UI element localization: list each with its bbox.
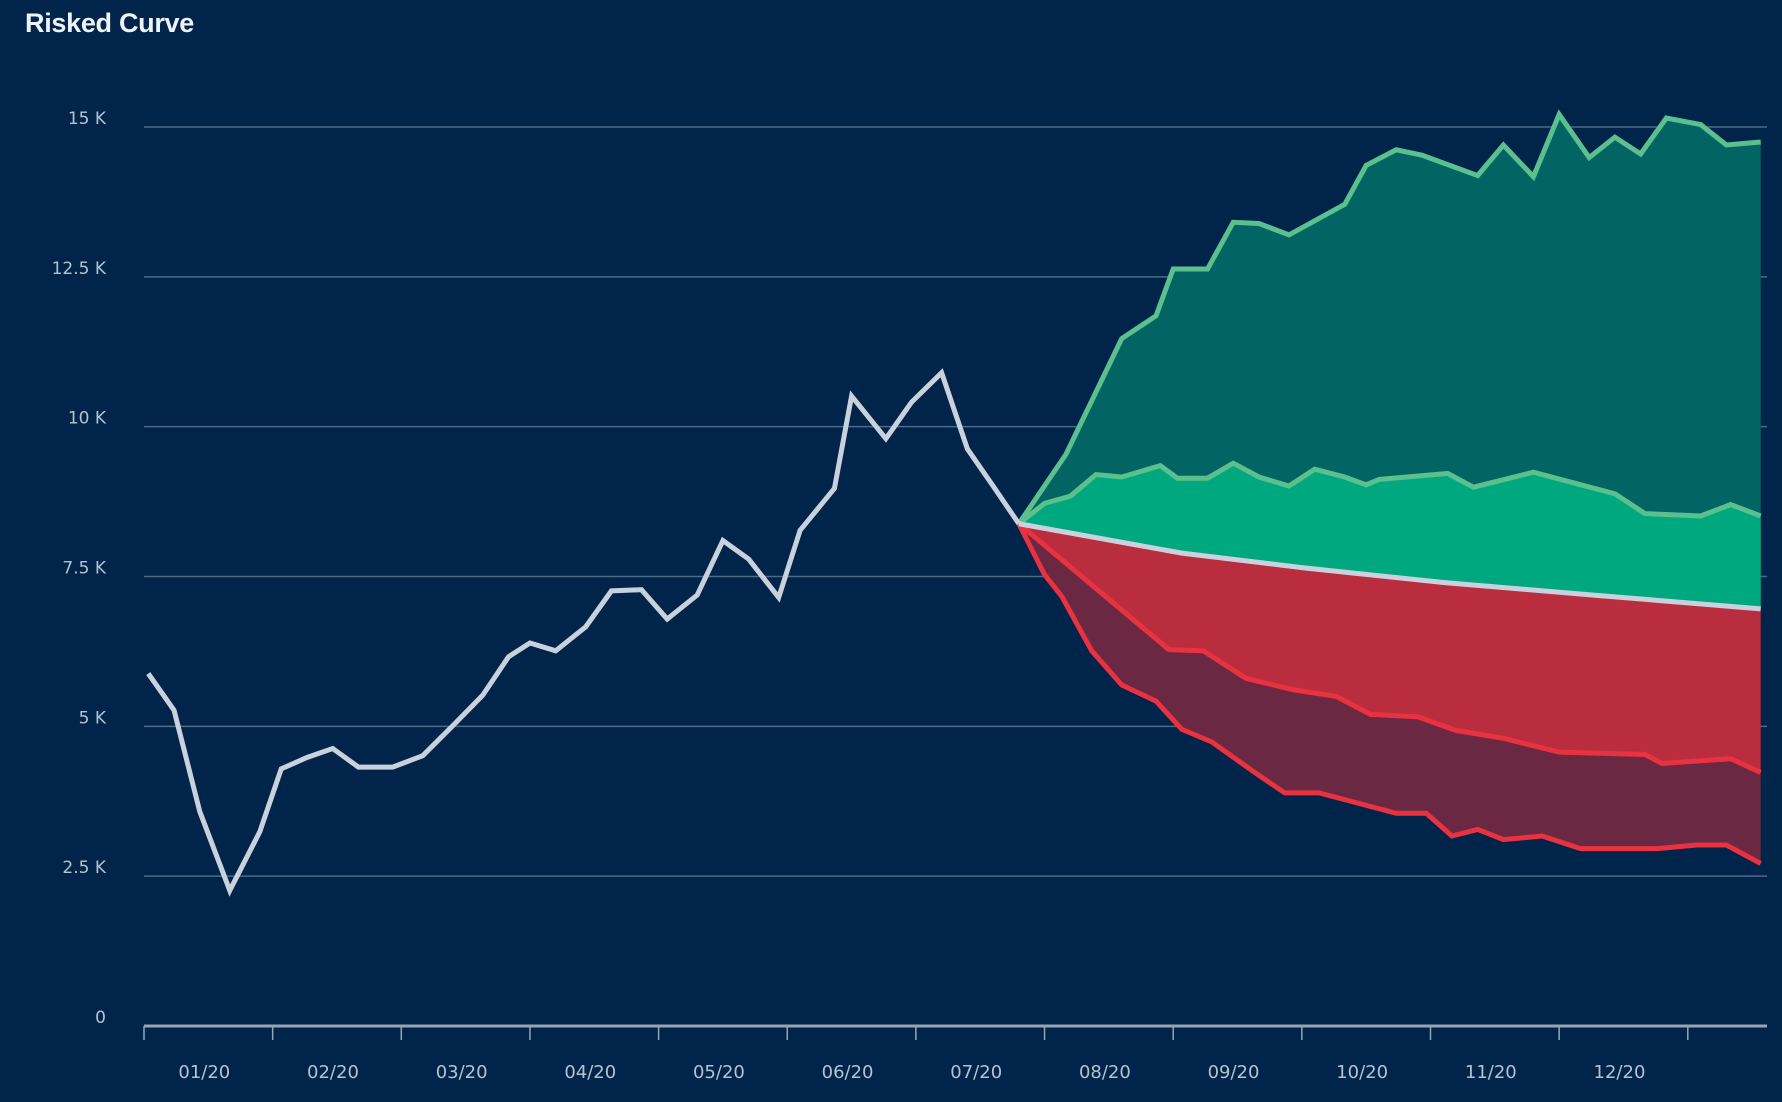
x-tick-label: 10/20	[1336, 1062, 1388, 1083]
x-tick-label: 12/20	[1594, 1062, 1646, 1083]
x-tick-label: 11/20	[1465, 1062, 1517, 1083]
x-tick-label: 08/20	[1079, 1062, 1131, 1083]
x-tick-label: 02/20	[307, 1062, 359, 1083]
y-tick-label: 7.5 K	[62, 559, 106, 579]
y-tick-label: 0	[95, 1008, 106, 1028]
chart-title: Risked Curve	[25, 8, 194, 38]
y-tick-label: 10 K	[68, 409, 107, 429]
x-tick-label: 01/20	[178, 1062, 230, 1083]
x-tick-label: 09/20	[1208, 1062, 1260, 1083]
x-tick-label: 06/20	[822, 1062, 874, 1083]
downside-mid-band	[1018, 523, 1761, 773]
series-line-downside-mid	[1017, 521, 1762, 775]
y-tick-label: 15 K	[68, 109, 107, 129]
x-tick-label: 07/20	[950, 1062, 1002, 1083]
upside-mid-band	[1018, 463, 1761, 609]
x-tick-label: 04/20	[564, 1062, 616, 1083]
series-line-downside-low	[1016, 522, 1762, 866]
x-tick-label: 03/20	[436, 1062, 488, 1083]
y-tick-label: 2.5 K	[62, 858, 106, 878]
series-line-upside-high	[1016, 109, 1761, 526]
y-tick-label: 5 K	[79, 708, 107, 728]
y-tick-label: 12.5 K	[52, 259, 107, 279]
series-line-history	[146, 368, 1021, 897]
series-line-upside-mid	[1017, 460, 1762, 526]
series-line-base	[1018, 521, 1761, 612]
downside-low-band	[1018, 523, 1761, 864]
x-tick-label: 05/20	[693, 1062, 745, 1083]
